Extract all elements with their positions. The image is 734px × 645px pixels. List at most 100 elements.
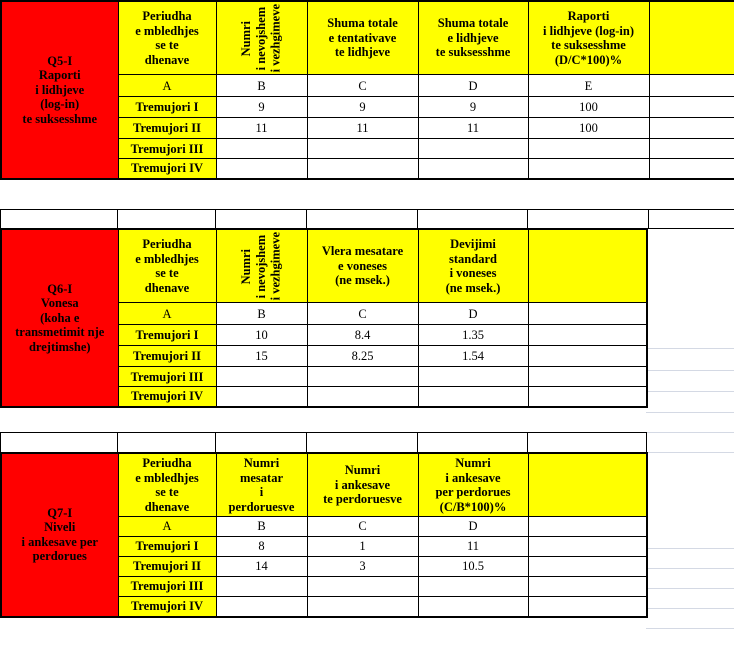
row-period-label[interactable]: Tremujori II [117, 556, 217, 577]
cell-d[interactable] [417, 596, 529, 617]
cell-b[interactable] [215, 158, 308, 180]
table-row: Tremujori IV [1, 596, 648, 617]
cell-c[interactable] [306, 576, 419, 597]
col-letter-b: B [215, 74, 308, 98]
table-row: Tremujori III [1, 138, 734, 160]
col-letter-d: D [417, 302, 529, 326]
row-period-label[interactable]: Tremujori I [117, 536, 217, 557]
spacer-cell [0, 209, 118, 229]
spacer-cell [527, 432, 647, 453]
row-period-label[interactable]: Tremujori IV [117, 158, 217, 180]
cell-b[interactable]: 9 [215, 96, 308, 119]
cell-c[interactable]: 8.25 [306, 345, 419, 368]
cell-spare[interactable] [648, 158, 734, 180]
col-letter-a: A [117, 74, 217, 98]
col-header-d: Shuma totale e lidhjeve te suksesshme [417, 0, 529, 76]
cell-b[interactable]: 10 [215, 324, 308, 347]
col-letter-a: A [117, 302, 217, 326]
cell-spare[interactable] [648, 117, 734, 140]
row-period-label[interactable]: Tremujori IV [117, 386, 217, 408]
cell-spare[interactable] [648, 138, 734, 160]
cell-c[interactable] [306, 386, 419, 408]
spacer-row-2 [0, 432, 647, 453]
cell-spare[interactable] [648, 96, 734, 119]
spacer-cell [417, 209, 528, 229]
cell-e[interactable] [527, 158, 650, 180]
row-period-label[interactable]: Tremujori III [117, 138, 217, 160]
col-letter-spare [648, 74, 734, 98]
table-letter-row: A B C D [1, 302, 648, 326]
table-row: Tremujori I 9 9 9 100 [1, 96, 734, 119]
cell-b[interactable] [215, 596, 308, 617]
cell-c[interactable] [306, 138, 419, 160]
cell-e[interactable] [527, 138, 650, 160]
col-letter-c: C [306, 302, 419, 326]
cell-d[interactable]: 10.5 [417, 556, 529, 577]
col-letter-c: C [306, 516, 419, 537]
spacer-cell [417, 432, 528, 453]
cell-d[interactable]: 9 [417, 96, 529, 119]
row-period-label[interactable]: Tremujori III [117, 576, 217, 597]
col-header-a: Periudha e mbledhjes se te dhenave [117, 452, 217, 517]
cell-b[interactable]: 11 [215, 117, 308, 140]
cell-d[interactable]: 11 [417, 536, 529, 557]
cell-d[interactable] [417, 138, 529, 160]
cell-d[interactable] [417, 576, 529, 597]
col-letter-spare [527, 302, 648, 326]
grid-line [646, 588, 734, 589]
cell-c[interactable]: 9 [306, 96, 419, 119]
spacer-cell [0, 432, 118, 453]
cell-c[interactable] [306, 596, 419, 617]
cell-spare[interactable] [527, 556, 648, 577]
cell-b[interactable] [215, 138, 308, 160]
row-period-label[interactable]: Tremujori I [117, 324, 217, 347]
cell-d[interactable]: 1.35 [417, 324, 529, 347]
row-period-label[interactable]: Tremujori I [117, 96, 217, 119]
row-period-label[interactable]: Tremujori II [117, 117, 217, 140]
cell-e[interactable]: 100 [527, 117, 650, 140]
cell-spare[interactable] [527, 386, 648, 408]
cell-b[interactable]: 15 [215, 345, 308, 368]
col-header-e: Raporti i lidhjeve (log-in) te suksesshm… [527, 0, 650, 76]
cell-c[interactable]: 8.4 [306, 324, 419, 347]
col-letter-a: A [117, 516, 217, 537]
grid-line [646, 548, 734, 549]
cell-d[interactable]: 11 [417, 117, 529, 140]
col-header-a: Periudha e mbledhjes se te dhenave [117, 0, 217, 76]
col-header-b-text: Numri i nevojshem i vezhgimeve [239, 4, 283, 73]
cell-d[interactable] [417, 386, 529, 408]
grid-line [646, 391, 734, 392]
row-period-label[interactable]: Tremujori IV [117, 596, 217, 617]
grid-line [646, 228, 734, 229]
cell-b[interactable]: 14 [215, 556, 308, 577]
cell-spare[interactable] [527, 366, 648, 388]
cell-b[interactable]: 8 [215, 536, 308, 557]
cell-d[interactable] [417, 158, 529, 180]
cell-d[interactable] [417, 366, 529, 388]
cell-b[interactable] [215, 366, 308, 388]
row-period-label[interactable]: Tremujori II [117, 345, 217, 368]
cell-c[interactable] [306, 158, 419, 180]
cell-c[interactable]: 11 [306, 117, 419, 140]
table-row: Tremujori I 10 8.4 1.35 [1, 324, 648, 347]
row-period-label[interactable]: Tremujori III [117, 366, 217, 388]
col-header-c: Numri i ankesave te perdoruesve [306, 452, 419, 517]
cell-b[interactable] [215, 576, 308, 597]
cell-e[interactable]: 100 [527, 96, 650, 119]
cell-spare[interactable] [527, 576, 648, 597]
cell-b[interactable] [215, 386, 308, 408]
col-letter-b: B [215, 516, 308, 537]
col-header-spare [527, 228, 648, 304]
cell-c[interactable] [306, 366, 419, 388]
cell-c[interactable]: 1 [306, 536, 419, 557]
grid-line [646, 452, 734, 453]
table-row: Tremujori IV [1, 158, 734, 180]
cell-spare[interactable] [527, 536, 648, 557]
cell-spare[interactable] [527, 345, 648, 368]
cell-spare[interactable] [527, 596, 648, 617]
cell-spare[interactable] [527, 324, 648, 347]
cell-c[interactable]: 3 [306, 556, 419, 577]
cell-d[interactable]: 1.54 [417, 345, 529, 368]
col-header-d: Numri i ankesave per perdorues (C/B*100)… [417, 452, 529, 517]
